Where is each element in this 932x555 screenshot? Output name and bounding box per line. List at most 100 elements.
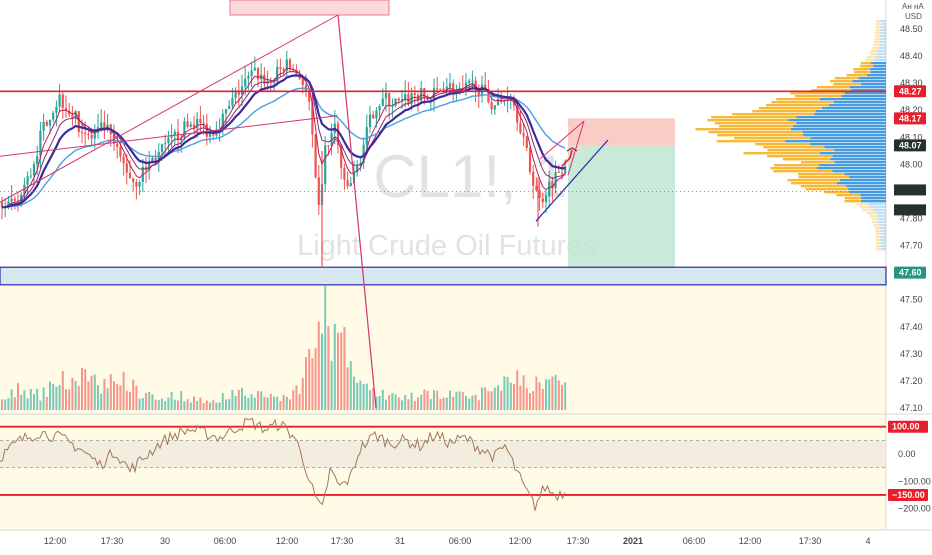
candle-body (45, 121, 48, 126)
profile-row-buy (849, 86, 886, 89)
stop-loss-zone (568, 118, 675, 146)
volume-bar (81, 367, 83, 410)
profile-row-buy (877, 218, 886, 221)
profile-row-buy (819, 152, 886, 155)
volume-bar (250, 394, 253, 410)
volume-bar (455, 391, 458, 410)
volume-bar (247, 397, 250, 410)
volume-bar (97, 385, 99, 410)
last-price-marker (894, 184, 926, 196)
profile-row-buy (796, 116, 886, 119)
candle-body (535, 185, 538, 191)
candle-body (77, 111, 80, 132)
profile-row-buy (879, 35, 886, 38)
price-tag-label: 48.27 (899, 86, 922, 96)
volume-bar (359, 380, 362, 410)
cci-level-tag (888, 488, 928, 501)
candle-body (116, 143, 119, 147)
volume-bar (375, 396, 378, 410)
price-tick-label: 47.40 (900, 322, 923, 332)
candle-body (285, 59, 288, 71)
volume-bar (545, 379, 547, 410)
profile-row-sell (708, 131, 803, 134)
candle-body (407, 94, 410, 105)
volume-bar (513, 384, 515, 410)
price-tag-box (894, 139, 926, 152)
volume-bar (532, 391, 535, 410)
profile-row-buy (870, 68, 886, 71)
cci-level-tag (888, 420, 928, 433)
candle-body (26, 176, 29, 185)
candle-body (490, 102, 493, 110)
profile-row-sell (755, 143, 810, 146)
profile-row-sell (875, 236, 880, 239)
profile-row-sell (873, 41, 880, 44)
candle-body (388, 93, 391, 107)
profile-row-buy (879, 230, 886, 233)
profile-row-sell (711, 116, 797, 119)
candle-body (436, 88, 439, 90)
profile-row-sell (805, 188, 849, 191)
volume-bar (148, 391, 151, 410)
time-tick-label: 12:00 (509, 536, 532, 546)
price-tick-label: 48.00 (900, 159, 923, 169)
profile-row-sell (866, 212, 878, 215)
profile-row-buy (844, 173, 886, 176)
volume-bar (327, 326, 330, 410)
candle-body (528, 147, 532, 172)
profile-row-sell (830, 80, 853, 83)
volume-bar (93, 374, 96, 410)
candle-body (378, 106, 381, 111)
volume-bar (231, 389, 234, 410)
candle-body (452, 83, 455, 95)
profile-row-buy (824, 146, 886, 149)
volume-bar (42, 387, 45, 410)
candle-body (308, 90, 311, 102)
volume-bar (500, 390, 503, 410)
candle-body (532, 171, 535, 186)
profile-row-buy (879, 20, 886, 23)
volume-bar (109, 374, 112, 410)
profile-row-sell (874, 35, 880, 38)
time-tick-label: 17:30 (101, 536, 124, 546)
volume-bar (365, 383, 368, 410)
moving-averages (1, 67, 566, 209)
candle-body (343, 167, 346, 180)
profile-row-buy (870, 62, 886, 65)
profile-row-sell (871, 218, 878, 221)
volume-bar (186, 399, 189, 410)
volume-bar (36, 388, 39, 410)
cci-tick-label: 0.00 (898, 449, 916, 459)
time-tick-label: 06:00 (683, 536, 706, 546)
ema-fast-line (1, 67, 566, 208)
profile-row-sell (717, 134, 804, 137)
profile-row-buy (814, 113, 886, 116)
profile-row-sell (875, 230, 880, 233)
time-tick-label: 31 (395, 536, 405, 546)
candle-body (340, 144, 343, 168)
profile-row-buy (834, 161, 886, 164)
candle-body (100, 122, 103, 128)
candle-body (250, 70, 253, 77)
volume-bar (407, 399, 410, 410)
candle-body (122, 156, 125, 164)
volume-bar (10, 389, 13, 410)
volume-bar (282, 394, 285, 410)
volume-bar (17, 383, 19, 410)
volume-bar (337, 332, 339, 410)
volume-bar (401, 400, 403, 410)
volume-bar (106, 388, 109, 410)
candle-body (84, 132, 87, 135)
volume-bar (487, 391, 490, 410)
profile-row-buy (879, 227, 886, 230)
profile-row-sell (716, 140, 786, 143)
candle-body (365, 127, 368, 145)
candle-body (237, 91, 240, 95)
candle-body (503, 100, 506, 103)
volume-bar (388, 395, 391, 410)
candle-body (381, 98, 384, 107)
candle-body (256, 67, 260, 80)
profile-row-buy (851, 89, 886, 92)
volume-bar (138, 398, 141, 410)
profile-row-buy (841, 95, 886, 98)
